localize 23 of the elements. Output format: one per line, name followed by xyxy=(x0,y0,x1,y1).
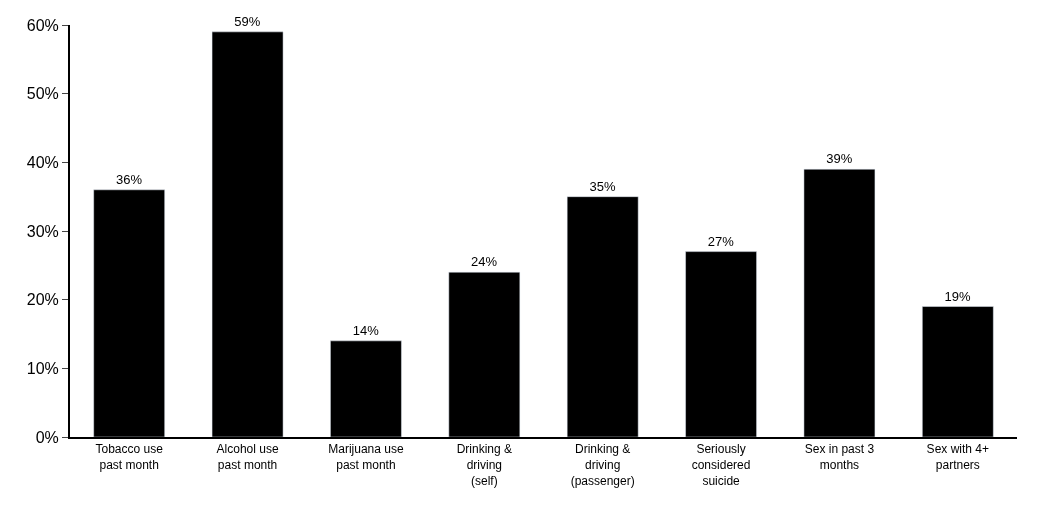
data-label: 39% xyxy=(826,151,853,167)
data-label: 19% xyxy=(944,288,972,304)
x-tick-label: Sex with 4+ partners xyxy=(926,442,989,472)
y-tick-label: 60% xyxy=(26,16,59,34)
x-tick-label: Sex in past 3 months xyxy=(804,442,875,472)
x-tick-label: Alcohol use past month xyxy=(216,442,279,472)
y-tick-label: 10% xyxy=(26,359,59,377)
data-label: 27% xyxy=(707,233,735,249)
x-tick-label: Seriously considered suicide xyxy=(691,442,751,488)
y-tick-label: 50% xyxy=(26,85,59,103)
y-tick-label: 40% xyxy=(26,153,59,171)
y-tick-label: 0% xyxy=(35,428,59,446)
x-tick-label: Drinking & driving (self) xyxy=(456,442,512,488)
x-tick-label: Drinking & driving (passenger) xyxy=(570,442,635,488)
data-label: 35% xyxy=(589,178,616,194)
data-label: 59% xyxy=(234,13,261,29)
y-tick-label: 30% xyxy=(26,222,59,240)
data-label: 36% xyxy=(115,171,143,187)
x-tick-label: Marijuana use past month xyxy=(328,442,404,472)
data-label: 14% xyxy=(352,322,380,338)
y-tick-label: 20% xyxy=(26,291,59,309)
data-label: 24% xyxy=(471,254,498,270)
x-tick-label: Tobacco use past month xyxy=(95,442,164,472)
